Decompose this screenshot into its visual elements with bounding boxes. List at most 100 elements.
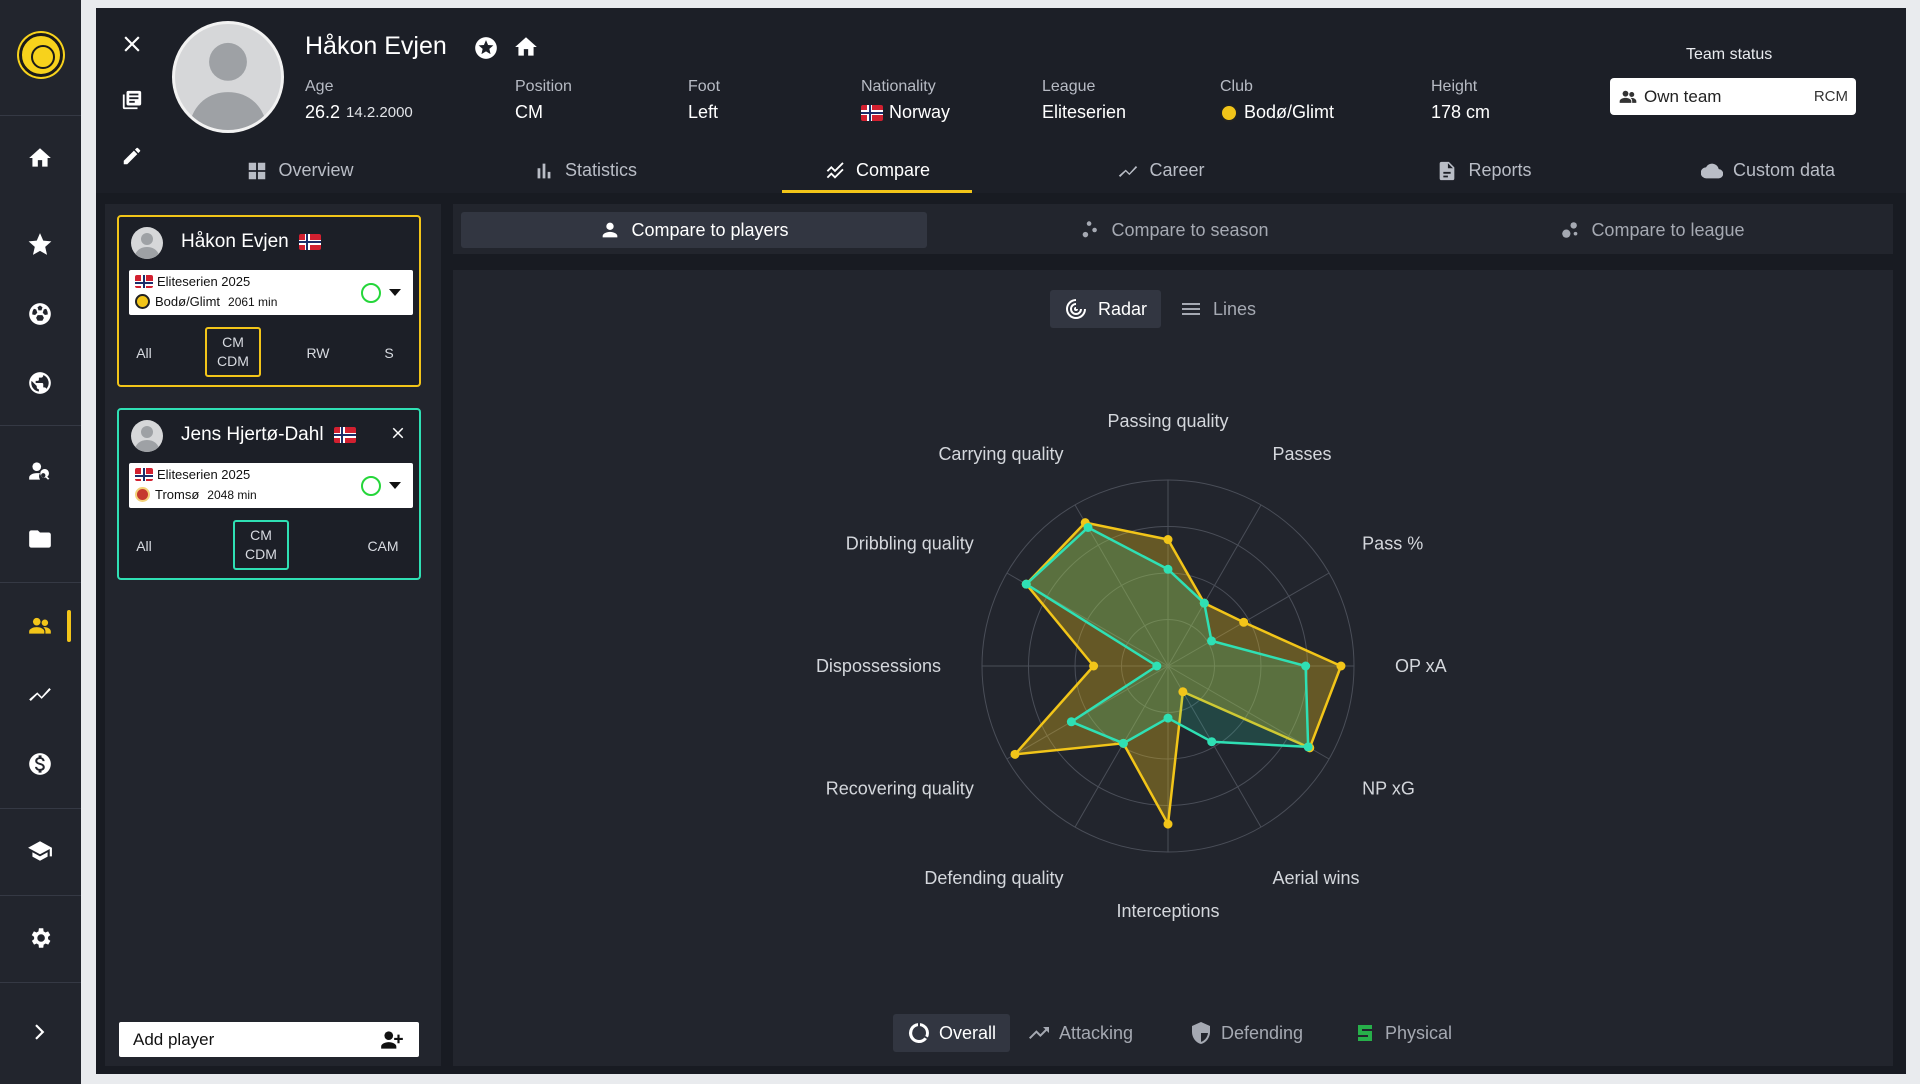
person-search-icon[interactable] — [24, 455, 56, 487]
radar-data-point — [1178, 687, 1188, 697]
folder-icon[interactable] — [24, 523, 56, 555]
radar-axis-label: Pass % — [1362, 534, 1423, 554]
gear-icon[interactable] — [24, 922, 56, 954]
dollar-icon[interactable] — [24, 748, 56, 780]
birthdate: 14.2.2000 — [346, 104, 413, 121]
radar-chart-panel: Radar Lines Passing quality Passes Pass % O… — [453, 270, 1893, 1066]
radar-chart: Passing quality Passes Pass % OP xA NP xG Aer… — [816, 411, 1447, 921]
nav-divider — [0, 808, 81, 809]
radar-axis-label: OP xA — [1395, 656, 1447, 676]
compare-mode-bar: Compare to players Compare to season Com… — [453, 204, 1893, 254]
team-status-select[interactable]: Own team RCM — [1610, 78, 1856, 115]
season-name: Eliteserien 2025 — [157, 274, 251, 289]
star-icon[interactable] — [24, 228, 56, 260]
home-icon[interactable] — [24, 142, 56, 174]
category-label: Attacking — [1059, 1022, 1134, 1043]
radar-axis-line — [1167, 572, 1330, 667]
radar-data-point — [1163, 564, 1173, 574]
trend-icon[interactable] — [24, 678, 56, 710]
position-chip-all[interactable]: All — [136, 344, 152, 361]
dropdown-arrow-icon[interactable] — [389, 482, 401, 489]
position-chip-cm-cdm[interactable]: CM CDM — [205, 327, 261, 377]
tab-statistics[interactable]: Statistics — [510, 148, 660, 193]
star-circle-icon — [475, 37, 497, 59]
grid-icon — [249, 162, 266, 179]
radar-data-point — [1336, 661, 1346, 671]
people-icon[interactable] — [24, 610, 56, 642]
club-badge-icon — [135, 294, 150, 309]
cloud-icon — [1700, 163, 1723, 178]
close-button[interactable] — [118, 30, 146, 58]
compare-mode-label: Compare to league — [1591, 219, 1745, 240]
add-player-input[interactable]: Add player — [119, 1022, 419, 1057]
position-chip-cam[interactable]: CAM — [367, 537, 399, 554]
person-add-icon[interactable] — [379, 1027, 405, 1053]
league-value[interactable]: Eliteserien — [1042, 102, 1127, 122]
category-overall-button[interactable]: Overall — [893, 1014, 1011, 1052]
edit-button[interactable] — [118, 142, 146, 170]
circle-progress-icon — [908, 1023, 929, 1044]
club-value[interactable]: Bodø/Glimt — [1220, 102, 1334, 123]
tab-career[interactable]: Career — [1096, 148, 1226, 193]
team-status-value: Own team — [1644, 86, 1722, 106]
lines-view-button[interactable]: Lines — [1165, 290, 1270, 328]
tab-label: Statistics — [564, 160, 638, 180]
compare-player-card: Jens Hjertø-Dahl Eliteserien 2025 Tromsø… — [117, 408, 421, 580]
chevron-right-icon[interactable] — [24, 1016, 56, 1048]
team-role: RCM — [1813, 88, 1848, 105]
position-chip-cm-cdm[interactable]: CM CDM — [233, 520, 289, 570]
school-icon[interactable] — [24, 835, 56, 867]
nationality: Norway — [889, 102, 951, 122]
tab-reports[interactable]: Reports — [1414, 148, 1554, 193]
football-icon[interactable] — [24, 298, 56, 330]
tab-label: Reports — [1468, 160, 1532, 180]
category-defending-button[interactable]: Defending — [1175, 1014, 1317, 1052]
view-label: Lines — [1213, 298, 1257, 319]
tab-overview[interactable]: Overview — [225, 148, 375, 193]
norway-flag-icon — [333, 427, 356, 443]
norway-flag-icon — [135, 468, 153, 481]
globe-icon[interactable] — [24, 367, 56, 399]
dropdown-arrow-icon[interactable] — [389, 289, 401, 296]
radar-axis-label: NP xG — [1362, 779, 1415, 799]
compare-player-card: Håkon Evjen Eliteserien 2025 Bodø/Glimt 2… — [117, 215, 421, 387]
player-avatar — [172, 21, 284, 133]
radar-data-point — [1021, 579, 1031, 589]
position-chip-all[interactable]: All — [136, 537, 152, 554]
radar-axis-label: Recovering quality — [826, 779, 974, 799]
radar-data-point — [1163, 713, 1173, 723]
bar-chart-icon — [537, 163, 551, 178]
radar-data-point — [1239, 617, 1249, 627]
person-icon — [603, 222, 618, 238]
compare-to-league-button[interactable]: Compare to league — [1419, 212, 1885, 248]
radar-view-button[interactable]: Radar — [1050, 290, 1162, 328]
minutes: 2061 min — [228, 294, 278, 309]
radar-data-point — [1089, 661, 1099, 671]
season-select[interactable]: Eliteserien 2025 Tromsø 2048 min — [129, 463, 413, 508]
home-club-button[interactable] — [512, 33, 540, 61]
sidebar-nav — [0, 0, 81, 1084]
club-logo[interactable] — [19, 33, 63, 77]
radar-axis-label: Dribbling quality — [846, 534, 974, 554]
foot-label: Foot — [688, 78, 721, 95]
people-icon — [1619, 90, 1637, 103]
compare-to-season-button[interactable]: Compare to season — [941, 212, 1407, 248]
category-label: Defending — [1221, 1022, 1304, 1043]
category-physical-button[interactable]: Physical — [1339, 1014, 1466, 1052]
avatar — [131, 227, 163, 259]
remove-player-button[interactable] — [389, 424, 407, 442]
close-icon — [124, 36, 140, 52]
tab-custom-data[interactable]: Custom data — [1678, 148, 1858, 193]
category-attacking-button[interactable]: Attacking — [1013, 1014, 1147, 1052]
position-chip-s[interactable]: S — [384, 344, 394, 361]
season-select[interactable]: Eliteserien 2025 Bodø/Glimt 2061 min — [129, 270, 413, 315]
age: 26.2 — [305, 102, 341, 122]
compare-players-panel: Håkon Evjen Eliteserien 2025 Bodø/Glimt 2… — [105, 204, 441, 1066]
tab-compare[interactable]: Compare — [782, 148, 972, 193]
library-button[interactable] — [118, 86, 146, 114]
norway-flag-icon — [135, 275, 153, 288]
compare-to-players-button[interactable]: Compare to players — [461, 212, 927, 248]
nav-active-indicator — [67, 610, 71, 642]
favorite-button[interactable] — [472, 34, 500, 62]
position-chip-rw[interactable]: RW — [306, 344, 330, 361]
